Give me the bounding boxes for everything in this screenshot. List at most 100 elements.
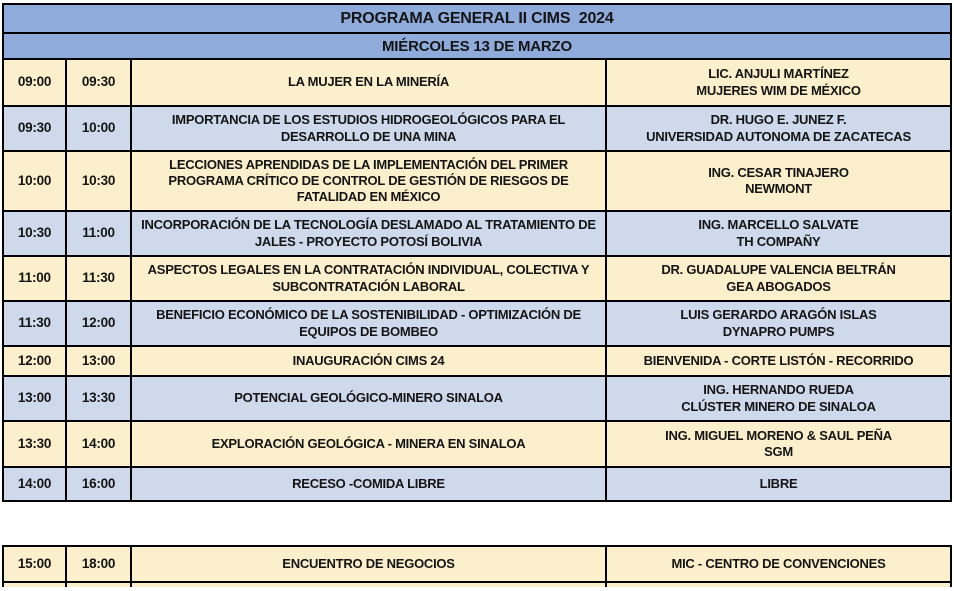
speaker-line-1: DR. HUGO E. JUNEZ F. xyxy=(710,112,847,128)
program-date-header: MIÉRCOLES 13 DE MARZO xyxy=(4,32,950,58)
start-time: 13:00 xyxy=(17,390,52,406)
end-time: 12:00 xyxy=(81,315,116,331)
end-time-cell: 10:30 xyxy=(67,152,132,210)
table-row: 14:00 16:00 RECESO -COMIDA LIBRE LIBRE xyxy=(4,466,950,500)
topic-cell: BENEFICIO ECONÓMICO DE LA SOSTENIBILIDAD… xyxy=(132,302,607,345)
table-row: 15:00 18:00 ENCUENTRO DE NEGOCIOS MIC - … xyxy=(4,547,950,581)
speaker-line-2: MUJERES WIM DE MÉXICO xyxy=(696,82,861,98)
end-time-cell: 16:00 xyxy=(67,468,132,500)
start-time-cell: 12:00 xyxy=(4,347,67,375)
topic-cell: INAUGURACIÓN CIMS 24 xyxy=(132,347,607,375)
table-row: 13:00 13:30 POTENCIAL GEOLÓGICO-MINERO S… xyxy=(4,375,950,420)
topic-text: INCORPORACIÓN DE LA TECNOLOGÍA DESLAMADO… xyxy=(141,217,596,249)
start-time-cell: 10:00 xyxy=(4,152,67,210)
speaker-line-2: UNIVERSIDAD AUTONOMA DE ZACATECAS xyxy=(646,128,911,144)
topic-text: RECESO -COMIDA LIBRE xyxy=(292,475,445,491)
topic-text: IMPORTANCIA DE LOS ESTUDIOS HIDROGEOLÓGI… xyxy=(171,112,566,144)
topic-cell: EXPLORACIÓN GEOLÓGICA - MINERA EN SINALO… xyxy=(132,422,607,466)
speaker-line-1: ING. MIGUEL MORENO & SAUL PEÑA xyxy=(665,427,892,443)
speaker-line-1: MIC - CENTRO DE CONVENCIONES xyxy=(671,555,886,571)
topic-cell: POTENCIAL GEOLÓGICO-MINERO SINALOA xyxy=(132,377,607,420)
speaker-cell: BIENVENIDA - CORTE LISTÓN - RECORRIDO xyxy=(607,347,950,375)
speaker-cell: ING. MARCELLO SALVATE TH COMPAÑY xyxy=(607,212,950,255)
start-time: 10:00 xyxy=(17,172,52,188)
speaker-line-1: LIC. ANJULI MARTÍNEZ xyxy=(708,66,849,82)
start-time-cell: 13:30 xyxy=(4,422,67,466)
speaker-line-1: LUIS GERARDO ARAGÓN ISLAS xyxy=(680,307,877,323)
end-time: 10:00 xyxy=(81,120,116,136)
speaker-line-1: DR. GUADALUPE VALENCIA BELTRÁN xyxy=(661,262,896,278)
program-date-text: MIÉRCOLES 13 DE MARZO xyxy=(382,37,572,55)
start-time: 11:30 xyxy=(18,315,51,331)
start-time-cell: 10:30 xyxy=(4,212,67,255)
start-time: 11:00 xyxy=(18,270,51,286)
speaker-cell: LIC. ANJULI MARTÍNEZ MUJERES WIM DE MÉXI… xyxy=(607,60,950,105)
start-time-cell: 11:00 xyxy=(4,257,67,300)
speaker-cell: DR. GUADALUPE VALENCIA BELTRÁN GEA ABOGA… xyxy=(607,257,950,300)
end-time: 14:00 xyxy=(81,435,116,451)
speaker-cell: ING. MIGUEL MORENO & SAUL PEÑA SGM xyxy=(607,422,950,466)
table-row: 10:00 10:30 LECCIONES APRENDIDAS DE LA I… xyxy=(4,150,950,210)
table-row: 10:30 11:00 INCORPORACIÓN DE LA TECNOLOG… xyxy=(4,210,950,255)
end-time-cell: 11:30 xyxy=(67,257,132,300)
end-time-cell: 14:00 xyxy=(67,422,132,466)
start-time-cell: 11:30 xyxy=(4,302,67,345)
start-time: 14:00 xyxy=(17,475,52,491)
table-row: 09:30 10:00 IMPORTANCIA DE LOS ESTUDIOS … xyxy=(4,105,950,150)
end-time-cell: 09:30 xyxy=(67,60,132,105)
table-gap xyxy=(2,502,952,545)
table-row: 12:00 13:00 INAUGURACIÓN CIMS 24 BIENVEN… xyxy=(4,345,950,375)
end-time: 16:00 xyxy=(81,475,116,491)
evening-program-table: 15:00 18:00 ENCUENTRO DE NEGOCIOS MIC - … xyxy=(2,545,952,583)
speaker-line-2: CLÚSTER MINERO DE SINALOA xyxy=(681,398,876,414)
start-time: 12:00 xyxy=(17,352,52,368)
speaker-line-2: NEWMONT xyxy=(745,181,812,196)
topic-cell: IMPORTANCIA DE LOS ESTUDIOS HIDROGEOLÓGI… xyxy=(132,107,607,150)
table-row: 11:30 12:00 BENEFICIO ECONÓMICO DE LA SO… xyxy=(4,300,950,345)
end-time: 13:30 xyxy=(81,390,116,406)
speaker-line-2: SGM xyxy=(764,444,793,459)
topic-text: LA MUJER EN LA MINERÍA xyxy=(287,74,450,90)
end-time-cell: 10:00 xyxy=(67,107,132,150)
topic-text: LECCIONES APRENDIDAS DE LA IMPLEMENTACIÓ… xyxy=(168,156,569,205)
cutoff-next-row xyxy=(2,583,952,587)
end-time-cell: 18:00 xyxy=(67,547,132,581)
program-title-text: PROGRAMA GENERAL II CIMS 2024 xyxy=(340,9,614,27)
end-time: 18:00 xyxy=(81,555,116,571)
topic-text: POTENCIAL GEOLÓGICO-MINERO SINALOA xyxy=(234,390,503,406)
speaker-cell: LUIS GERARDO ARAGÓN ISLAS DYNAPRO PUMPS xyxy=(607,302,950,345)
main-program-table: PROGRAMA GENERAL II CIMS 2024 MIÉRCOLES … xyxy=(2,3,952,502)
speaker-line-2: DYNAPRO PUMPS xyxy=(722,323,835,339)
end-time-cell: 13:30 xyxy=(67,377,132,420)
speaker-line-1: ING. CESAR TINAJERO xyxy=(708,164,849,180)
start-time: 10:30 xyxy=(17,225,52,241)
table-row: 13:30 14:00 EXPLORACIÓN GEOLÓGICA - MINE… xyxy=(4,420,950,466)
speaker-line-1: BIENVENIDA - CORTE LISTÓN - RECORRIDO xyxy=(643,352,914,368)
start-time: 13:30 xyxy=(17,435,52,451)
end-time-cell: 12:00 xyxy=(67,302,132,345)
start-time-cell: 13:00 xyxy=(4,377,67,420)
end-time: 09:30 xyxy=(81,74,116,90)
speaker-cell: ING. HERNANDO RUEDA CLÚSTER MINERO DE SI… xyxy=(607,377,950,420)
end-time: 10:30 xyxy=(81,172,116,188)
topic-text: BENEFICIO ECONÓMICO DE LA SOSTENIBILIDAD… xyxy=(156,307,581,339)
topic-cell: LECCIONES APRENDIDAS DE LA IMPLEMENTACIÓ… xyxy=(132,152,607,210)
program-title: PROGRAMA GENERAL II CIMS 2024 xyxy=(4,5,950,32)
speaker-line-1: ING. MARCELLO SALVATE xyxy=(698,217,859,233)
start-time: 15:00 xyxy=(17,555,52,571)
topic-cell: ASPECTOS LEGALES EN LA CONTRATACIÓN INDI… xyxy=(132,257,607,300)
start-time-cell: 09:00 xyxy=(4,60,67,105)
topic-cell: RECESO -COMIDA LIBRE xyxy=(132,468,607,500)
table-row: 09:00 09:30 LA MUJER EN LA MINERÍA LIC. … xyxy=(4,58,950,105)
speaker-cell: DR. HUGO E. JUNEZ F. UNIVERSIDAD AUTONOM… xyxy=(607,107,950,150)
topic-cell: LA MUJER EN LA MINERÍA xyxy=(132,60,607,105)
start-time-cell: 09:30 xyxy=(4,107,67,150)
topic-text: ENCUENTRO DE NEGOCIOS xyxy=(282,555,455,571)
topic-text: INAUGURACIÓN CIMS 24 xyxy=(292,352,445,368)
speaker-line-1: LIBRE xyxy=(759,475,798,491)
topic-text: EXPLORACIÓN GEOLÓGICA - MINERA EN SINALO… xyxy=(211,435,526,451)
end-time: 13:00 xyxy=(81,352,116,368)
speaker-cell: LIBRE xyxy=(607,468,950,500)
topic-cell: INCORPORACIÓN DE LA TECNOLOGÍA DESLAMADO… xyxy=(132,212,607,255)
